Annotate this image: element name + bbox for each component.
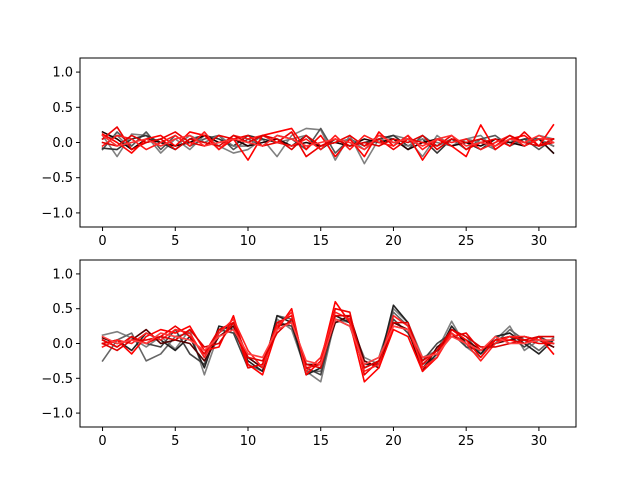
- x-tick-label: 30: [531, 434, 548, 449]
- top-subplot: 0 5 10 15 20 25 30 −1.0 −0.5 0.0 0.5 1.0: [41, 57, 577, 249]
- x-tick-label: 30: [531, 234, 548, 249]
- y-tick-label: 1.0: [52, 267, 73, 282]
- series-line-10: [101, 318, 555, 366]
- bottom-subplot: 0 5 10 15 20 25 30 −1.0 −0.5 0.0 0.5 1.0: [41, 259, 577, 449]
- y-tick-label: 0.5: [52, 101, 73, 116]
- x-tick-label: 20: [385, 234, 402, 249]
- x-tick-label: 0: [98, 234, 106, 249]
- y-tick-label: −1.0: [41, 407, 73, 422]
- series-line-8: [101, 311, 555, 373]
- y-tick-label: 0.0: [52, 337, 73, 352]
- series-group: [101, 123, 555, 165]
- y-tick-label: 0.5: [52, 302, 73, 317]
- series-line-9: [101, 134, 555, 151]
- x-tick-label: 15: [312, 234, 329, 249]
- x-tick-label: 20: [385, 434, 402, 449]
- x-tick-label: 10: [240, 234, 257, 249]
- series-line-6: [101, 123, 555, 161]
- y-tick-label: 1.0: [52, 66, 73, 81]
- x-tick-label: 25: [458, 434, 475, 449]
- x-tick-label: 25: [458, 234, 475, 249]
- series-line-10: [101, 134, 555, 151]
- x-tick-label: 5: [171, 234, 179, 249]
- series-group: [101, 300, 555, 383]
- x-tick-label: 0: [98, 434, 106, 449]
- y-tick-label: −1.0: [41, 206, 73, 221]
- y-tick-label: −0.5: [41, 372, 73, 387]
- series-line-6: [101, 300, 555, 383]
- x-tick-label: 10: [240, 434, 257, 449]
- x-tick-label: 5: [171, 434, 179, 449]
- y-tick-label: −0.5: [41, 171, 73, 186]
- y-tick-label: 0.0: [52, 136, 73, 151]
- x-tick-label: 15: [312, 434, 329, 449]
